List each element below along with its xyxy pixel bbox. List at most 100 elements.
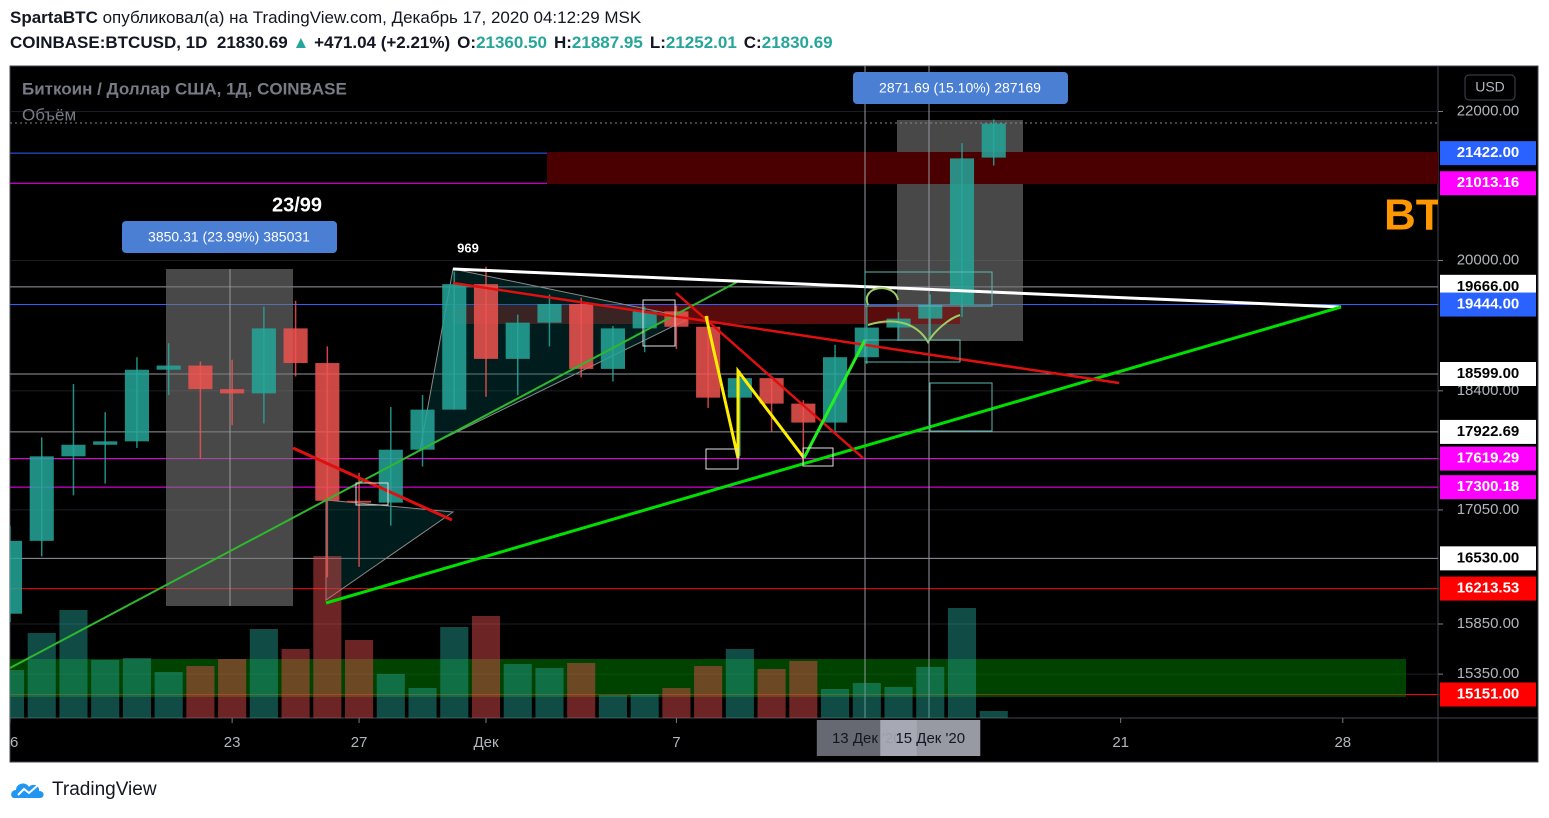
volume-bar [281,649,310,718]
volume-bar [440,627,469,718]
x-tick-label: 16 [2,734,19,751]
boxes [355,299,834,506]
volume-bar [947,608,977,718]
candle-body [29,456,54,541]
last-price: 21830.69 [216,33,288,52]
level-label: 16530.00 [1457,549,1520,566]
volume-bar [376,674,405,718]
volume-bar [725,649,754,718]
candle-body [188,365,213,390]
candle-body [727,378,752,398]
outline-box [802,447,834,467]
volume-bar [249,629,278,718]
candle-body [93,441,118,445]
volume-bar [122,658,151,718]
candles [10,119,1008,718]
currency-box [1464,74,1516,101]
x-tick-label: Дек [473,734,499,751]
volume-bar [916,667,945,718]
level-label: 16213.53 [1457,580,1520,597]
candle-body [410,409,435,450]
outline-box [642,299,676,347]
x-tick-label: 27 [351,734,368,751]
volume-bar [979,711,1008,718]
volume-bar [821,689,850,718]
ohlc-key: C: [743,33,762,52]
volume-bar [59,610,88,718]
level-label-bg [1440,446,1536,471]
x-tick-label: 28 [1334,734,1351,751]
zigzag [802,339,867,459]
level-label-bg [1440,419,1536,444]
level-label-bg [1440,292,1536,317]
level-label: 21422.00 [1457,144,1520,161]
trend-line [292,446,453,522]
candle-body [632,311,657,329]
x-tick-label: 23 [224,734,241,751]
outline-box [929,382,993,432]
level-label-bg [1440,682,1536,707]
volume-bar [408,688,437,718]
measure-label-bg [122,221,337,253]
outline-box [864,271,993,307]
ohlc-key: H: [553,33,572,52]
ohlc-value: 21252.01 [665,33,737,52]
volume-bar [884,687,913,718]
ohlc-value: 21887.95 [571,33,643,52]
peak-label: 969 [457,240,479,255]
volume-bar [662,688,691,718]
symbol: COINBASE:BTCUSD, 1D [10,33,208,52]
candle-body [918,304,943,319]
tag-text: BT [1384,191,1443,240]
candle-body [569,304,594,369]
measure-label: 3850.31 (23.99%) 385031 [148,229,310,245]
measure-label: 2871.69 (15.10%) 287169 [879,80,1041,96]
publish-info: опубликовал(а) на TradingView.com, Декаб… [102,8,642,27]
ohlc-value: 21830.69 [761,33,833,52]
footer: TradingView [10,778,157,802]
drawings-back [10,66,1438,718]
volume-bar [154,672,183,718]
volume-bar [598,695,627,718]
brand: TradingView [52,779,157,800]
x-tick-label: 21 [1112,734,1129,751]
candle-body [442,284,467,410]
ohlc-value: 21360.50 [476,33,547,52]
candle-body [283,328,308,364]
volume-bar [313,556,342,718]
candle-body [505,322,530,359]
candle-body [156,365,181,370]
change: +471.04 (+2.21%) [314,33,451,52]
level-label-bg [1440,475,1536,500]
y-tick-label: 20000.00 [1457,251,1520,268]
x-tick-label: 7 [672,734,680,751]
logo [11,783,44,798]
level-label: 19444.00 [1457,296,1520,313]
level-label: 18599.00 [1457,365,1520,382]
y-tick-label: 18400.00 [1457,382,1520,399]
crosshair-label-bg [880,720,981,756]
count-label: 23/99 [272,194,322,216]
candle-body [949,158,975,305]
volume-bar [91,660,120,718]
ohlc-key: O: [457,33,477,52]
level-label: 17300.18 [1457,478,1520,495]
publisher: SpartaBTC [10,8,98,27]
candle-body [61,444,86,457]
volume-bar [630,694,659,718]
y-tick-label: 15350.00 [1457,665,1520,682]
candle-body [347,500,372,503]
level-label-bg [1440,141,1536,166]
triangle [325,499,455,601]
volume-bar [694,666,723,718]
outline-box [705,448,739,470]
candle-body [315,363,340,501]
candle-body [10,540,23,614]
volume-bar [10,670,25,718]
outline-box [355,482,389,506]
measure-label-bg [853,72,1068,104]
pen-stroke [865,287,961,344]
level-label-bg [1440,362,1536,387]
